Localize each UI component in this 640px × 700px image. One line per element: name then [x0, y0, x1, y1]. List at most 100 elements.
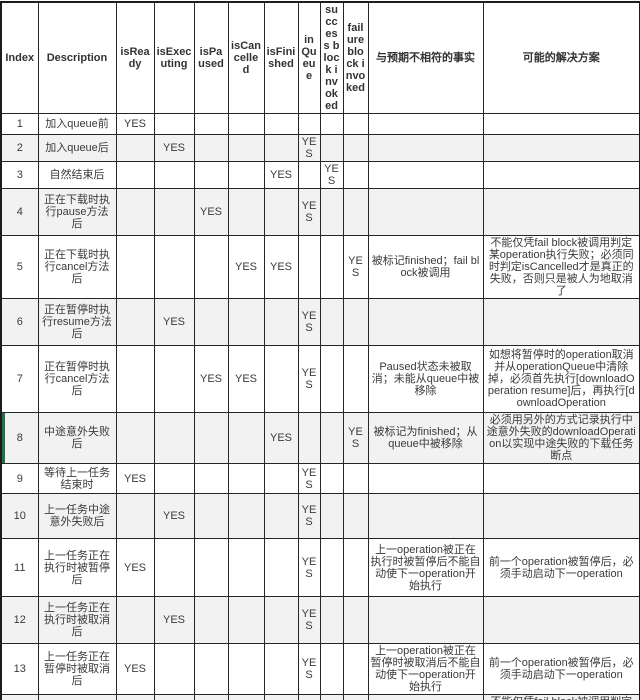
cell-isCancelled	[227, 493, 265, 539]
table-row: 10 上一任务中途意外失败后 YES YES	[0, 493, 640, 539]
cell-fact	[367, 188, 484, 236]
cell-description: 加入queue后	[37, 134, 117, 162]
cell-successBlockInvoked	[319, 235, 344, 299]
cell-isPaused: YES	[193, 345, 229, 413]
cell-successBlockInvoked: YES	[319, 161, 344, 189]
cell-isFinished	[263, 493, 299, 539]
cell-successBlockInvoked	[319, 298, 344, 346]
cell-isPaused	[193, 643, 229, 695]
cell-inQueue	[297, 694, 321, 700]
cell-solution	[482, 188, 640, 236]
cell-isFinished	[263, 113, 299, 135]
table-row: 7 正在暂停时执行cancel方法后 YES YES YES Paused状态未被取消；未…	[0, 345, 640, 413]
cell-isPaused	[193, 463, 229, 494]
cell-failureBlockInvoked	[342, 538, 369, 597]
cell-isCancelled: YES	[227, 694, 265, 700]
cell-successBlockInvoked	[319, 188, 344, 236]
cell-isPaused	[193, 694, 229, 700]
table-row: 11 上一任务正在执行时被暂停后 YES YES 上一operation被正在执行时被暂…	[0, 538, 640, 597]
cell-failureBlockInvoked: YES	[342, 412, 369, 464]
cell-inQueue: YES	[297, 298, 321, 346]
cell-inQueue	[297, 161, 321, 189]
cell-index: 14	[0, 694, 39, 700]
table-row: 9 等待上一任务结束时 YES YES	[0, 463, 640, 494]
cell-isCancelled	[227, 113, 265, 135]
cell-isExecuting	[153, 235, 195, 299]
cell-solution: 必须用另外的方式记录执行中途意外失败的downloadOperation以实现中…	[482, 412, 640, 464]
cell-description: 中途意外失败后	[37, 412, 117, 464]
cell-successBlockInvoked	[319, 493, 344, 539]
cell-description: 等待上一任务结束时	[37, 463, 117, 494]
cell-description: 自然结束后	[37, 161, 117, 189]
cell-failureBlockInvoked	[342, 493, 369, 539]
cell-isCancelled	[227, 188, 265, 236]
cell-isFinished: YES	[263, 235, 299, 299]
cell-isFinished	[263, 463, 299, 494]
col-header-solution: 可能的解决方案	[482, 1, 640, 114]
col-header-isPaused: isPaused	[193, 1, 229, 114]
cell-isReady	[115, 161, 155, 189]
cell-successBlockInvoked	[319, 134, 344, 162]
cell-failureBlockInvoked	[342, 188, 369, 236]
cell-index: 11	[0, 538, 39, 597]
table-row: 6 正在暂停时执行resume方法后 YES YES	[0, 298, 640, 346]
cell-isReady	[115, 298, 155, 346]
cell-isFinished	[263, 188, 299, 236]
cell-failureBlockInvoked	[342, 161, 369, 189]
cell-index: 5	[0, 235, 39, 299]
cell-isReady: YES	[115, 538, 155, 597]
cell-isPaused: YES	[193, 188, 229, 236]
cell-description: 正在暂停时执行resume方法后	[37, 298, 117, 346]
cell-inQueue	[297, 113, 321, 135]
cell-inQueue: YES	[297, 596, 321, 644]
col-header-successBlockInvoked: success block invoked	[319, 1, 344, 114]
cell-index: 2	[0, 134, 39, 162]
cell-isFinished: YES	[263, 412, 299, 464]
cell-isFinished	[263, 538, 299, 597]
table-body: 1 加入queue前 YES 2 加入queue后 YES YES 3 自然结束后 YES YES 4…	[0, 113, 640, 700]
cell-isFinished	[263, 134, 299, 162]
cell-isCancelled	[227, 463, 265, 494]
cell-isReady	[115, 412, 155, 464]
cell-isReady	[115, 188, 155, 236]
cell-failureBlockInvoked	[342, 596, 369, 644]
col-header-description: Description	[37, 1, 117, 114]
cell-failureBlockInvoked	[342, 134, 369, 162]
cell-inQueue: YES	[297, 188, 321, 236]
cell-isExecuting: YES	[153, 134, 195, 162]
cell-fact: 被标记finished；fail block被调用	[367, 235, 484, 299]
cell-index: 12	[0, 596, 39, 644]
cell-solution: 不能仅凭fail block被调用判定某operation执行失败；必须同时判定…	[482, 694, 640, 700]
cell-isPaused	[193, 113, 229, 135]
cell-isExecuting	[153, 113, 195, 135]
cell-successBlockInvoked	[319, 412, 344, 464]
cell-isExecuting	[153, 694, 195, 700]
cell-isFinished	[263, 643, 299, 695]
cell-index: 7	[0, 345, 39, 413]
cell-fact: 被标记finished；fail block被调用	[367, 694, 484, 700]
cell-description: 上一任务正在执行时被取消后	[37, 596, 117, 644]
col-header-isFinished: isFinished	[263, 1, 299, 114]
cell-fact	[367, 493, 484, 539]
cell-isCancelled	[227, 538, 265, 597]
cell-successBlockInvoked	[319, 463, 344, 494]
cell-isCancelled	[227, 298, 265, 346]
cell-fact	[367, 298, 484, 346]
cell-isReady: YES	[115, 113, 155, 135]
cell-solution	[482, 161, 640, 189]
cell-description: 队列被执行cancelAllOperations	[37, 694, 117, 700]
cell-solution	[482, 113, 640, 135]
cell-solution	[482, 463, 640, 494]
cell-isExecuting: YES	[153, 493, 195, 539]
cell-fact: 上一operation被正在执行时被暂停后不能自动使下一operation开始执…	[367, 538, 484, 597]
col-header-isCancelled: isCancelled	[227, 1, 265, 114]
cell-description: 上一任务正在暂停时被取消后	[37, 643, 117, 695]
table-header: Index Description isReady isExecuting isPaus…	[0, 1, 640, 114]
cell-isCancelled	[227, 643, 265, 695]
cell-isExecuting	[153, 188, 195, 236]
cell-isReady	[115, 134, 155, 162]
cell-isCancelled: YES	[227, 235, 265, 299]
table-row: 14队列被执行cancelAllOperationsYESYESYES被标记fi…	[0, 694, 640, 700]
cell-isFinished: YES	[263, 694, 299, 700]
